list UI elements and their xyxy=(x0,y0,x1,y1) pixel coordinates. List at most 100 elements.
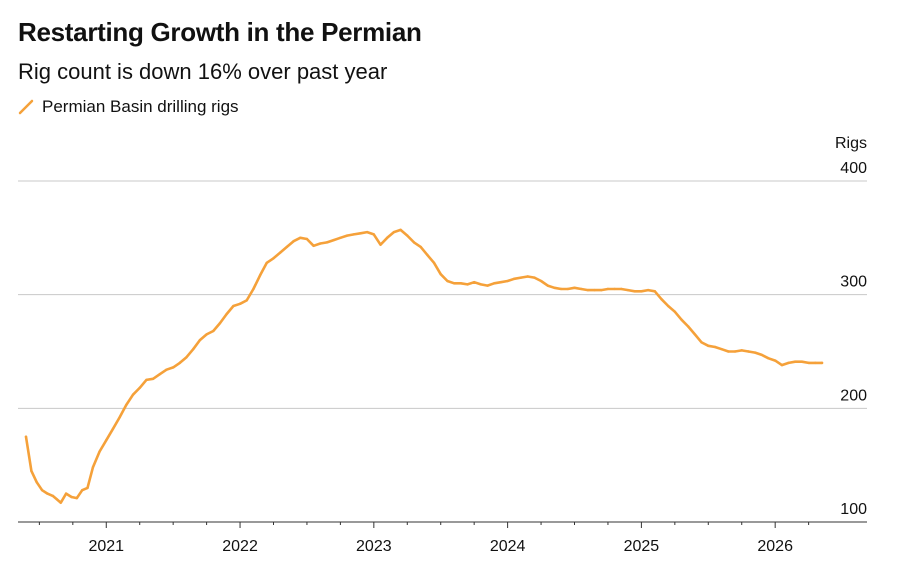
x-tick-label: 2022 xyxy=(222,538,258,555)
data-point xyxy=(30,469,33,473)
data-point xyxy=(64,492,68,495)
data-point xyxy=(653,290,656,293)
data-point xyxy=(519,276,523,279)
data-point xyxy=(733,350,737,353)
data-point xyxy=(493,282,496,285)
data-point xyxy=(640,290,643,293)
x-tick-label: 2026 xyxy=(757,538,793,555)
data-point xyxy=(526,275,529,278)
data-point xyxy=(98,450,101,453)
data-point xyxy=(559,287,563,291)
y-tick-label: 200 xyxy=(840,387,867,404)
data-point xyxy=(105,438,108,442)
data-point xyxy=(579,287,583,291)
data-point xyxy=(51,494,54,498)
x-tick-label: 2021 xyxy=(88,538,124,555)
data-point xyxy=(198,338,202,342)
series-line-permian-rigs xyxy=(24,228,824,505)
legend-line-icon xyxy=(18,99,34,115)
data-point xyxy=(258,274,262,277)
data-point xyxy=(513,277,516,280)
x-axis: 2021 2022 2023 2024 2025 2026 xyxy=(18,521,867,555)
chart-subtitle: Rig count is down 16% over past year xyxy=(18,59,388,84)
data-point xyxy=(151,377,155,380)
data-point xyxy=(59,501,62,504)
data-point xyxy=(35,481,38,484)
data-point xyxy=(820,361,824,365)
data-point xyxy=(553,286,556,290)
data-point xyxy=(359,232,362,235)
y-tick-label: 100 xyxy=(840,501,867,518)
data-point xyxy=(794,360,797,363)
data-point xyxy=(546,284,549,287)
data-point xyxy=(91,466,95,469)
x-tick-label: 2025 xyxy=(624,538,660,555)
data-point xyxy=(412,241,416,244)
data-point xyxy=(646,288,650,292)
data-point xyxy=(773,359,777,362)
data-point xyxy=(800,360,804,363)
data-point xyxy=(459,282,462,285)
data-point xyxy=(212,329,215,333)
data-point xyxy=(727,350,730,353)
data-point xyxy=(586,288,590,292)
data-point xyxy=(700,341,703,344)
data-point xyxy=(111,427,115,430)
data-point xyxy=(372,233,376,236)
data-point xyxy=(265,261,269,265)
data-point xyxy=(192,348,195,351)
data-point xyxy=(232,304,235,308)
data-point xyxy=(319,242,322,245)
data-point xyxy=(185,355,188,359)
data-point xyxy=(399,228,402,232)
data-point xyxy=(593,288,596,292)
data-point xyxy=(432,261,436,265)
data-point xyxy=(339,236,342,240)
data-point xyxy=(539,279,543,283)
data-point xyxy=(138,386,141,390)
data-point xyxy=(693,333,697,336)
data-point xyxy=(633,290,636,293)
data-point xyxy=(386,236,389,240)
data-point xyxy=(680,318,683,321)
data-point xyxy=(305,237,309,241)
data-point xyxy=(466,283,469,286)
data-point xyxy=(426,253,429,257)
data-point xyxy=(660,298,663,301)
data-point xyxy=(687,325,690,328)
data-point xyxy=(533,276,536,279)
data-point xyxy=(80,488,84,492)
data-point xyxy=(332,238,335,242)
data-point xyxy=(165,368,168,371)
data-point xyxy=(285,245,289,249)
data-point xyxy=(406,234,409,237)
data-point xyxy=(780,363,784,367)
chart-legend: Permian Basin drilling rigs xyxy=(18,97,239,117)
data-point xyxy=(666,304,670,308)
data-point xyxy=(272,257,275,260)
data-point xyxy=(158,373,161,376)
data-point xyxy=(720,348,723,351)
data-point xyxy=(131,393,135,396)
y-axis: Rigs 100 200 300 400 xyxy=(835,135,867,518)
data-point xyxy=(499,280,503,284)
data-point xyxy=(740,349,743,352)
data-point xyxy=(365,230,369,234)
data-point xyxy=(238,302,242,305)
data-point xyxy=(118,416,121,419)
data-point xyxy=(479,283,483,286)
data-point xyxy=(145,378,148,382)
y-tick-label: 400 xyxy=(840,160,867,177)
data-point xyxy=(486,284,489,287)
data-point xyxy=(312,244,315,247)
data-point xyxy=(600,288,603,292)
data-point xyxy=(86,486,89,490)
data-point xyxy=(446,279,449,283)
data-point xyxy=(345,234,349,237)
data-point xyxy=(70,495,73,499)
data-point xyxy=(352,233,355,236)
data-point xyxy=(760,353,763,357)
data-point xyxy=(40,488,44,492)
gridlines xyxy=(18,180,867,409)
